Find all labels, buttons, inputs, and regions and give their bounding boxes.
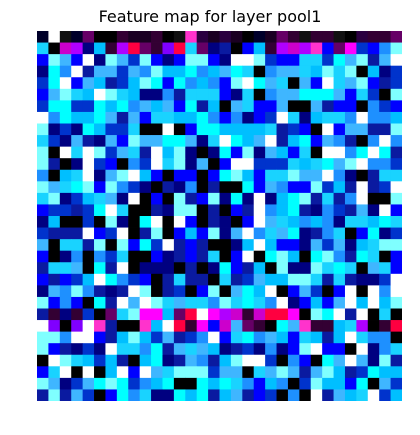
feature-map-mosaic <box>37 31 402 401</box>
figure-title: Feature map for layer pool1 <box>98 7 322 26</box>
feature-map-image <box>37 31 402 401</box>
